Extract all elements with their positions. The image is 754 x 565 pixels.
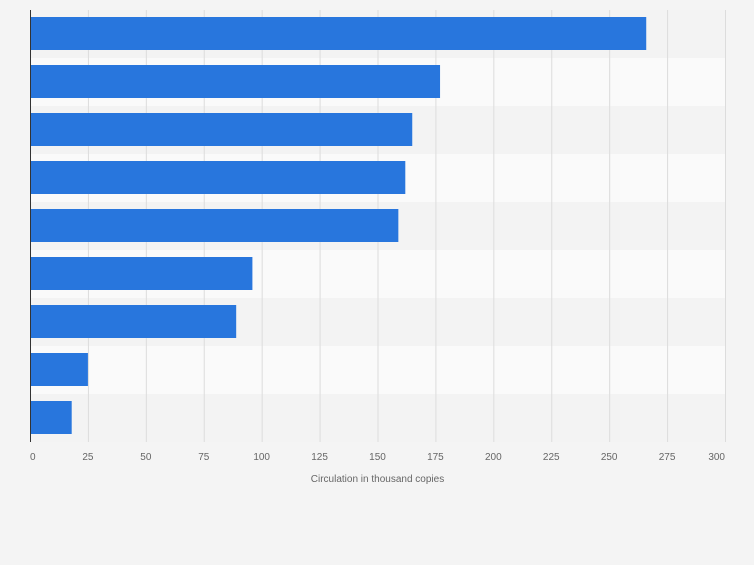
x-tick-label: 25 <box>82 452 94 463</box>
bar <box>30 257 253 290</box>
x-tick-label: 125 <box>311 452 328 463</box>
x-axis-label: Circulation in thousand copies <box>311 474 444 485</box>
bar <box>30 305 237 338</box>
x-tick-label: 250 <box>601 452 618 463</box>
x-tick-label: 0 <box>30 452 36 463</box>
bar <box>30 353 88 386</box>
x-tick-label: 200 <box>485 452 502 463</box>
x-tick-label: 225 <box>543 452 560 463</box>
bar <box>30 401 72 434</box>
bars <box>30 17 647 434</box>
x-tick-labels: 0 25 50 75 100 125 150 175 200 225 250 275 300 <box>30 452 725 463</box>
x-tick-label: 100 <box>253 452 270 463</box>
bar <box>30 17 647 50</box>
bar <box>30 65 441 98</box>
x-tick-label: 175 <box>427 452 444 463</box>
bar <box>30 161 406 194</box>
x-tick-label: 275 <box>659 452 676 463</box>
bar <box>30 113 413 146</box>
x-tick-label: 50 <box>140 452 152 463</box>
bar <box>30 209 399 242</box>
x-tick-label: 75 <box>198 452 210 463</box>
x-tick-label: 150 <box>369 452 386 463</box>
x-tick-label: 300 <box>708 452 725 463</box>
